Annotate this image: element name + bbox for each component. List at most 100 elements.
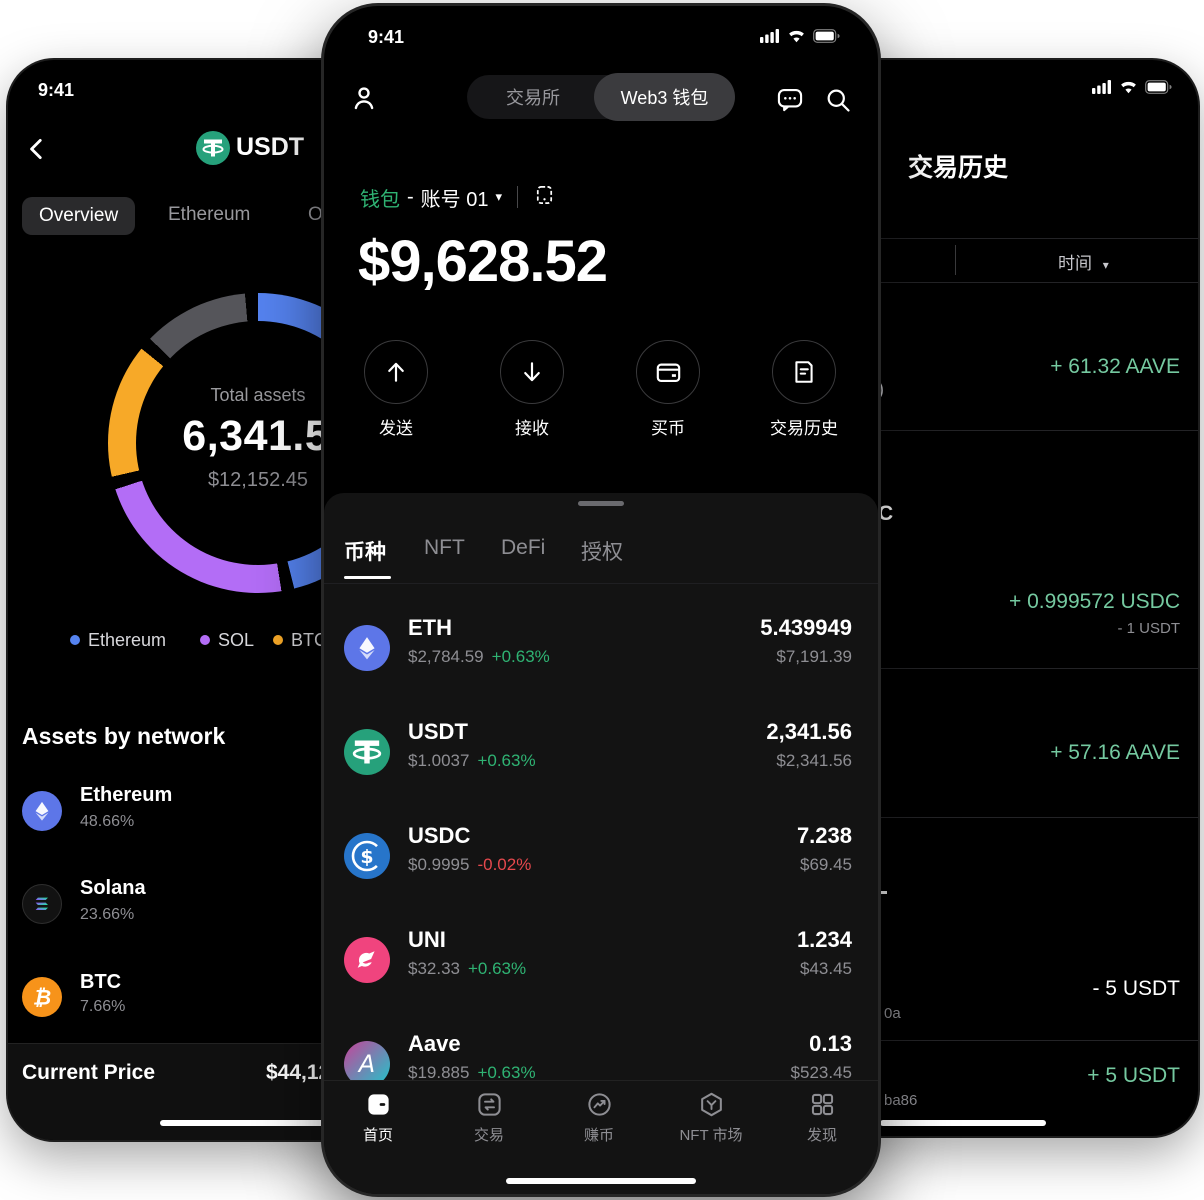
earn-icon (587, 1093, 611, 1116)
nav-trade[interactable]: 交易 (434, 1091, 544, 1145)
tx-amount[interactable]: + 61.32 AAVE (1050, 355, 1180, 378)
token-symbol: USDT (408, 719, 468, 744)
network-name[interactable]: Ethereum (80, 784, 173, 806)
back-icon[interactable] (24, 136, 50, 167)
tab-third-partial[interactable]: O (308, 204, 323, 225)
filter-divider (955, 245, 956, 275)
trade-icon (477, 1093, 501, 1116)
home-indicator (880, 1120, 1046, 1126)
network-percent: 7.66% (80, 998, 126, 1015)
token-price-change: $1.0037 +0.63% (408, 751, 536, 770)
usdt-icon (344, 729, 390, 775)
token-price-change: $32.33 +0.63% (408, 959, 527, 978)
token-amount: 2,341.56 (766, 719, 852, 744)
ethereum-icon (22, 791, 62, 831)
nft-icon (700, 1092, 722, 1117)
buy-crypto-button[interactable] (636, 340, 700, 404)
profile-icon[interactable] (349, 83, 379, 118)
active-tab-underline (344, 576, 391, 579)
wallet-label: 钱包 (360, 188, 400, 211)
tab-defi[interactable]: DeFi (501, 536, 546, 559)
tab-overview[interactable]: Overview (22, 197, 136, 235)
token-price-change: $2,784.59 +0.63% (408, 647, 550, 666)
donut-center-fiat: $12,152.45 (207, 469, 309, 491)
home-indicator (506, 1178, 696, 1184)
token-symbol: ETH (408, 615, 452, 640)
token-amount: 1.234 (796, 927, 852, 952)
token-row-eth[interactable]: ETH $2,784.59 +0.63% 5.439949 $7,191.39 (324, 596, 878, 700)
token-row-usdt[interactable]: USDT $1.0037 +0.63% 2,341.56 $2,341.56 (324, 700, 878, 804)
network-name[interactable]: BTC (80, 971, 122, 993)
segment-web3-wallet[interactable]: Web3 钱包 (594, 73, 735, 121)
status-time: 9:41 (38, 80, 75, 100)
nav-earn[interactable]: 赚币 (544, 1091, 654, 1145)
tether-icon (196, 131, 230, 170)
send-button[interactable] (364, 340, 428, 404)
tx-left-partial: C (878, 502, 894, 525)
tab-tokens[interactable]: 币种 (344, 541, 386, 564)
token-price-change: $19.885 +0.63% (408, 1063, 536, 1082)
svg-text:$: $ (360, 846, 373, 868)
token-amount: 0.13 (809, 1031, 852, 1056)
bottom-nav: 首页 交易 赚币 NFT 市场 发现 (324, 1080, 878, 1194)
current-price-label: Current Price (22, 1061, 156, 1084)
tab-approvals[interactable]: 授权 (581, 541, 623, 564)
token-row-uni[interactable]: UNI $32.33 +0.63% 1.234 $43.45 (324, 908, 878, 1012)
battery-icon (813, 29, 840, 43)
chat-icon[interactable] (776, 86, 804, 119)
token-fiat-value: $69.45 (800, 855, 852, 874)
drag-handle[interactable] (578, 501, 624, 506)
legend-label-sol: SOL (218, 630, 255, 650)
receive-label: 接收 (515, 419, 549, 438)
network-percent: 23.66% (80, 906, 135, 923)
page-title: 交易历史 (908, 154, 1009, 182)
tx-amount[interactable]: - 5 USDT (1092, 977, 1180, 1000)
token-amount: 5.439949 (760, 615, 852, 640)
tx-amount[interactable]: + 5 USDT (1087, 1064, 1180, 1087)
segment-exchange[interactable]: 交易所 (506, 88, 560, 108)
tx-amount[interactable]: + 0.999572 USDC (1008, 590, 1180, 613)
time-filter[interactable]: 时间 ▾ (1058, 249, 1109, 274)
token-symbol: UNI (408, 927, 446, 952)
receive-button[interactable] (500, 340, 564, 404)
network-name[interactable]: Solana (80, 877, 146, 899)
nav-home[interactable]: 首页 (324, 1091, 433, 1145)
token-fiat-value: $523.45 (790, 1063, 852, 1082)
discover-icon (811, 1093, 833, 1116)
tx-amount[interactable]: + 57.16 AAVE (1050, 741, 1180, 764)
account-selector[interactable]: 钱包 - 账号 01 ▾ (360, 183, 556, 211)
token-row-usdc[interactable]: $ USDC $0.9995 -0.02% 7.238 $69.45 (324, 804, 878, 908)
divider (812, 1040, 1198, 1041)
time-filter-label: 时间 (1058, 254, 1092, 273)
tab-nft[interactable]: NFT (424, 536, 465, 559)
vertical-divider (517, 186, 519, 208)
token-symbol: USDC (408, 823, 471, 848)
history-label: 交易历史 (770, 419, 838, 438)
copy-address-icon[interactable] (533, 183, 556, 211)
wifi-icon (789, 30, 804, 43)
nav-nft-market[interactable]: NFT 市场 (656, 1091, 766, 1145)
history-button[interactable] (772, 340, 836, 404)
btc-icon: ₿ (22, 977, 62, 1017)
tab-ethereum[interactable]: Ethereum (168, 204, 251, 225)
search-icon[interactable] (824, 86, 852, 119)
buy-crypto-label: 买币 (651, 419, 685, 438)
home-indicator (160, 1120, 400, 1126)
token-symbol: Aave (408, 1031, 461, 1056)
token-row-aave[interactable]: A Aave $19.885 +0.63% 0.13 $523.45 (324, 1012, 878, 1116)
nav-discover[interactable]: 发现 (767, 1091, 877, 1145)
coin-title: USDT (236, 133, 305, 161)
assets-sheet (324, 493, 878, 1194)
status-icons (1092, 80, 1172, 94)
legend-label-btc: BTC (291, 630, 327, 650)
current-price-value: $44,12 (266, 1061, 331, 1084)
aave-icon: A (344, 1041, 390, 1087)
legend-dot-btc (273, 635, 283, 645)
wifi-icon (1121, 81, 1136, 94)
usdc-icon: $ (344, 833, 390, 879)
chevron-down-icon: ▾ (1102, 258, 1109, 272)
battery-icon (1145, 80, 1172, 94)
divider (324, 583, 878, 584)
svg-text:₿: ₿ (33, 986, 51, 1010)
